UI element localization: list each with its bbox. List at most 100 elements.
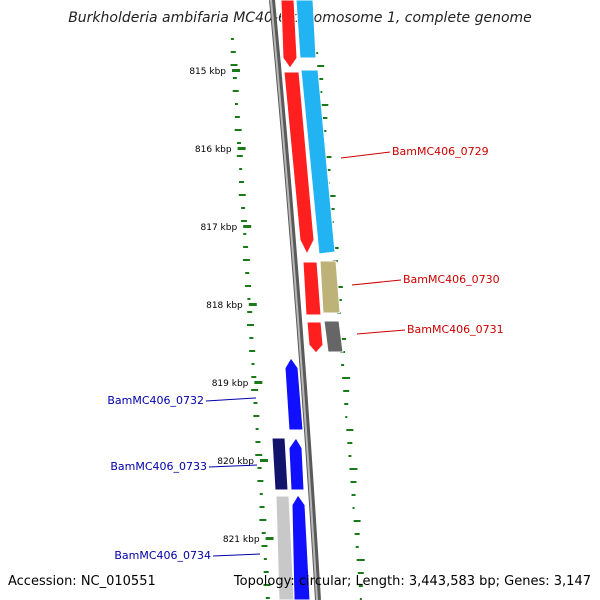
cds-reverse-block [288,437,305,491]
gc-skew-mark [234,129,242,131]
gc-skew-mark [345,416,348,418]
gc-skew-mark [242,259,250,261]
gc-skew-mark [236,155,243,157]
gene-label: BamMC406_0732 [107,394,204,407]
gc-skew-mark [343,390,350,392]
gc-skew-mark [359,598,362,600]
scale-tick [248,303,257,306]
scale-tick-label: 815 kbp [189,67,226,77]
gc-skew-mark [321,117,328,119]
gc-skew-mark [327,195,336,197]
feature-tracks [271,0,344,600]
gc-skew-mark [245,285,252,287]
gc-skew-mark [318,78,324,80]
gc-skew-mark [356,559,365,561]
gene-forward-block [319,260,341,314]
gc-skew-mark [238,181,244,183]
scale-tick [237,147,246,150]
gc-skew-mark [259,506,265,508]
gc-skew-mark [358,585,363,587]
scale-tick-label: 820 kbp [217,457,254,467]
gene-label: BamMC406_0731 [407,323,504,336]
gc-skew-mark [353,520,361,522]
cds-forward-block [283,71,315,256]
scale-tick [265,537,274,540]
gene-leader-line [340,151,391,159]
gene-labels: BamMC406_0729 BamMC406_0730 BamMC406_0731 B… [107,145,503,562]
scale-tick [232,69,241,72]
gene-forward-block [295,0,317,59]
gc-skew-mark [261,532,266,534]
gc-skew-mark [240,220,247,222]
gc-skew-mark [355,546,359,548]
gc-skew-mark [346,429,354,431]
topology-text: Topology: circular; Length: 3,443,583 bp… [233,574,591,589]
gene-leader-line [212,553,261,557]
scale-tick-label: 816 kbp [195,145,232,155]
scale-tick-label: 819 kbp [212,379,249,389]
backbone-highlight [270,0,318,600]
gc-skew-mark [245,272,250,274]
gc-skew-mark [232,77,237,79]
gc-skew-mark [342,377,351,379]
gc-skew-mark [347,442,353,444]
gc-skew-mark [243,233,247,235]
gc-skew-mark [357,572,364,574]
gc-skew-mark [241,207,246,209]
gc-skew-mark [230,38,234,40]
gc-skew-mark [251,363,255,365]
scale-tick [243,225,252,228]
gc-skew-mark [251,376,257,378]
gc-skew-mark [247,298,251,300]
gc-skew-mark [351,494,356,496]
gc-skew-mark [251,389,259,391]
scale-ticks: 815 kbp 816 kbp 817 kbp 818 kbp 819 kbp 820 k… [189,67,274,545]
accession-text: Accession: NC_010551 [8,574,156,589]
gene-forward-block [323,320,344,353]
gene-label: BamMC406_0730 [403,273,500,286]
gc-skew-mark [249,337,254,339]
gc-skew-mark [352,507,355,509]
gc-skew-mark [230,64,238,66]
scale-tick [259,459,268,462]
gc-skew-mark [316,52,319,54]
gc-skew-mark [319,91,323,93]
gene-label: BamMC406_0729 [392,145,489,158]
gc-skew-mark [236,142,241,144]
cds-forward-block [280,0,298,69]
gc-skew-mark [263,571,269,573]
gc-skew-mark [230,51,236,53]
gc-skew-mark [349,468,358,470]
gc-skew-mark [234,116,240,118]
gene-label: BamMC406_0734 [114,549,211,562]
gc-skew-mark [334,286,343,288]
gene-label: BamMC406_0733 [110,460,207,473]
scale-tick-label: 817 kbp [201,223,238,233]
gc-skew-mark [322,130,327,132]
gc-skew-mark [263,558,267,560]
gc-skew-mark [328,208,335,210]
gc-skew-mark [255,441,261,443]
gene-reverse-block [275,495,295,600]
gc-skew-mark [253,415,260,417]
gene-forward-block [300,69,336,255]
backbone-track [269,0,321,600]
gc-skew-mark [235,103,239,105]
gc-skew-mark [232,90,239,92]
gc-skew-mark [249,350,256,352]
gc-skew-mark [341,364,345,366]
cds-reverse-block [284,357,304,431]
gc-skew-mark [317,65,325,67]
gene-reverse-block [271,437,289,491]
gc-skew-mark [239,168,243,170]
gc-skew-mark [331,247,339,249]
gc-skew-mark [354,533,360,535]
gc-skew-mark [238,194,246,196]
gc-skew-mark [247,324,255,326]
scale-tick [254,381,263,384]
gene-leader-line [205,397,257,402]
scale-tick-label: 818 kbp [206,301,243,311]
gene-leader-line [356,329,406,335]
gc-skew-mark [348,455,352,457]
